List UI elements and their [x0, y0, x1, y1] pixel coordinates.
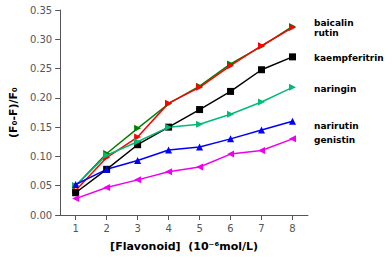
svg-text:2: 2: [103, 223, 109, 234]
svg-text:0.35: 0.35: [30, 5, 52, 16]
svg-text:narirutin: narirutin: [314, 121, 359, 131]
svg-text:0.05: 0.05: [30, 180, 52, 191]
svg-text:0.15: 0.15: [30, 122, 52, 133]
svg-text:[Flavonoid] (10⁻⁶mol/L): [Flavonoid] (10⁻⁶mol/L): [110, 240, 258, 253]
svg-text:0.10: 0.10: [30, 151, 52, 162]
svg-text:kaempferitrin: kaempferitrin: [314, 53, 384, 63]
svg-text:8: 8: [289, 223, 295, 234]
svg-text:4: 4: [165, 223, 171, 234]
svg-text:7: 7: [258, 223, 264, 234]
svg-text:0.30: 0.30: [30, 34, 52, 45]
svg-text:baicalin: baicalin: [314, 18, 354, 28]
svg-text:1: 1: [72, 223, 78, 234]
svg-text:0.20: 0.20: [30, 92, 52, 103]
svg-text:0.25: 0.25: [30, 63, 52, 74]
svg-text:(F₀-F)/F₀: (F₀-F)/F₀: [7, 87, 20, 138]
svg-text:5: 5: [196, 223, 202, 234]
svg-text:naringin: naringin: [314, 84, 356, 94]
svg-text:genistin: genistin: [314, 135, 355, 145]
svg-text:0.00: 0.00: [30, 210, 52, 221]
svg-text:6: 6: [227, 223, 233, 234]
svg-text:rutin: rutin: [314, 28, 339, 38]
svg-text:3: 3: [134, 223, 140, 234]
